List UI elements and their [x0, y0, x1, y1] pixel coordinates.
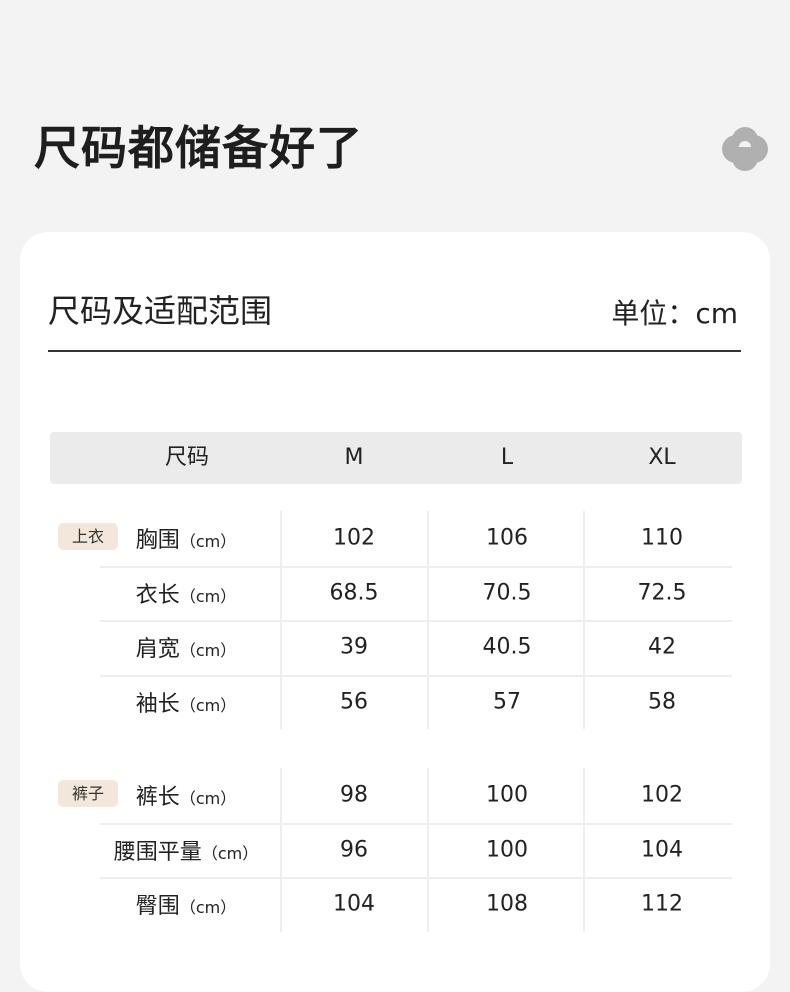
measure-unit: （cm）	[201, 843, 259, 863]
brand-logo-icon	[722, 127, 768, 171]
header-xl: XL	[648, 445, 676, 470]
row-divider	[100, 620, 732, 622]
row-label: 腰围平量（cm）	[114, 834, 258, 866]
group-tag: 裤子	[58, 780, 118, 807]
row-divider	[100, 565, 732, 568]
table-cell: 72.5	[637, 580, 687, 606]
row-label: 臀围（cm）	[136, 888, 236, 920]
measure-unit: （cm）	[179, 695, 237, 715]
row-divider	[100, 674, 732, 677]
table-cell: 40.5	[482, 634, 532, 660]
table-cell: 106	[486, 525, 528, 551]
row-divider	[100, 822, 732, 825]
header-m: M	[344, 445, 364, 470]
measure-unit: （cm）	[179, 898, 237, 918]
header-size: 尺码	[164, 445, 210, 470]
row-label: 衣长（cm）	[136, 577, 236, 609]
table-cell: 102	[333, 525, 375, 551]
table-cell: 56	[340, 689, 368, 715]
measure-name: 臀围	[135, 894, 180, 920]
table-cell: 100	[486, 782, 528, 808]
row-label: 肩宽（cm）	[136, 631, 236, 663]
header-l: L	[500, 445, 514, 470]
table-cell: 39	[340, 634, 368, 660]
table-header: 尺码 M L XL	[50, 432, 742, 484]
measure-name: 衣长	[135, 582, 180, 608]
measure-name: 肩宽	[135, 637, 180, 663]
group-tag: 上衣	[58, 523, 118, 550]
measure-unit: （cm）	[179, 789, 237, 809]
row-divider	[100, 877, 732, 879]
table-cell: 102	[641, 782, 683, 808]
measure-name: 腰围平量	[113, 839, 202, 865]
measure-name: 袖长	[135, 691, 180, 717]
table-cell: 42	[648, 634, 676, 660]
table-cell: 98	[340, 782, 368, 808]
table-cell: 96	[340, 837, 368, 863]
section-title: 尺码及适配范围	[48, 292, 273, 330]
table-cell: 104	[333, 891, 375, 917]
page-title: 尺码都储备好了	[34, 121, 363, 175]
table-cell: 100	[486, 837, 528, 863]
column-divider	[280, 768, 282, 932]
row-label: 裤长（cm）	[136, 779, 236, 811]
measure-unit: （cm）	[179, 641, 237, 661]
table-cell: 58	[648, 689, 676, 715]
column-divider	[583, 768, 585, 932]
table-cell: 108	[486, 891, 528, 917]
column-divider	[427, 768, 429, 932]
measure-unit: （cm）	[179, 586, 237, 606]
row-label: 胸围（cm）	[136, 522, 236, 554]
table-cell: 68.5	[329, 580, 379, 606]
table-cell: 57	[493, 689, 521, 715]
size-card	[20, 232, 770, 992]
row-label: 袖长（cm）	[136, 686, 236, 718]
table-cell: 112	[641, 891, 683, 917]
measure-name: 裤长	[135, 785, 180, 811]
unit-label: 单位：cm	[611, 297, 738, 330]
table-cell: 104	[641, 837, 683, 863]
measure-unit: （cm）	[179, 532, 237, 552]
table-cell: 110	[641, 525, 683, 551]
divider	[48, 350, 741, 352]
table-cell: 70.5	[482, 580, 532, 606]
measure-name: 胸围	[135, 528, 180, 554]
